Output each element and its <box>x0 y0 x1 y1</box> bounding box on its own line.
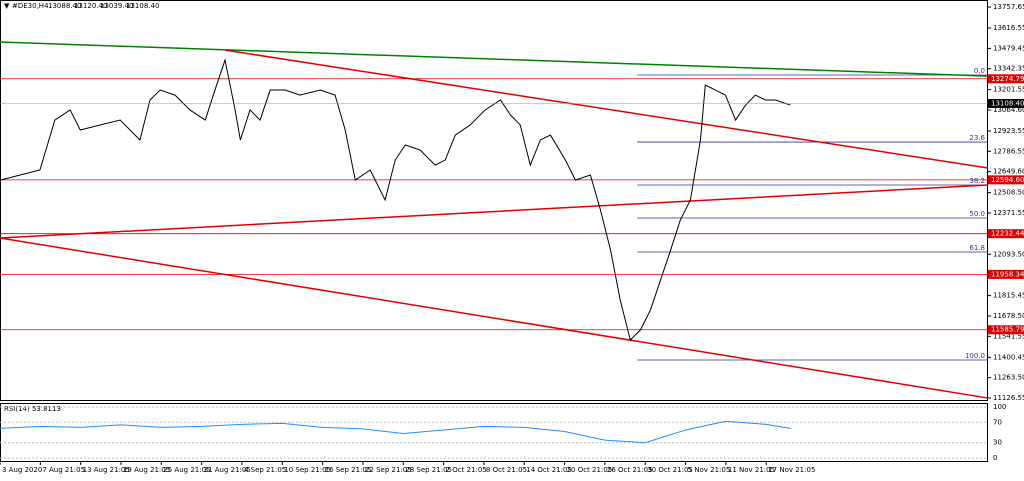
x-tick-label: 13 Aug 21:05 <box>83 466 130 474</box>
level-tag <box>988 74 1024 84</box>
rsi-tick-label: 30 <box>993 439 1002 447</box>
level-tag <box>988 175 1024 185</box>
quote-value: 13039.40 <box>100 2 133 10</box>
level-tag <box>988 325 1024 335</box>
y-tick-label: 13342.35 <box>993 65 1024 73</box>
rsi-tick-label: 100 <box>993 403 1006 411</box>
y-tick-label: 12371.55 <box>993 209 1024 217</box>
rsi-tick-label: 0 <box>993 454 997 462</box>
rsi-line <box>0 420 791 444</box>
title-arrow: ▼ <box>4 2 10 10</box>
quote-value: 13108.40 <box>126 2 159 10</box>
rsi-tick-label: 70 <box>993 418 1002 426</box>
y-tick-label: 11541.55 <box>993 332 1024 340</box>
y-tick-label: 11815.45 <box>993 292 1024 300</box>
fib-label: 38.2 <box>969 177 985 185</box>
x-tick-label: 28 Sep 21:05 <box>405 466 452 474</box>
quote-value: 13088.40 <box>48 2 81 10</box>
x-tick-label: 16 Sep 21:05 <box>325 466 372 474</box>
x-tick-label: 5 Nov 21:05 <box>688 466 731 474</box>
x-tick-label: 10 Sep 21:05 <box>284 466 331 474</box>
x-tick-label: 17 Nov 21:05 <box>768 466 815 474</box>
fib-label: 23.6 <box>969 134 985 142</box>
price-line <box>0 58 791 341</box>
fib-label: 50.0 <box>969 210 985 218</box>
y-tick-label: 13757.65 <box>993 3 1024 11</box>
trendline <box>0 184 989 239</box>
current-price-tag <box>988 99 1024 109</box>
y-tick-label: 13479.45 <box>993 44 1024 52</box>
y-tick-label: 13064.60 <box>993 106 1024 114</box>
level-label: 12594.60 <box>991 176 1024 184</box>
y-tick-label: 11400.45 <box>993 353 1024 361</box>
y-tick-label: 12093.50 <box>993 250 1024 258</box>
x-tick-label: 19 Aug 21:05 <box>123 466 170 474</box>
x-tick-label: 8 Oct 21:05 <box>486 466 527 474</box>
y-tick-label: 11126.55 <box>993 394 1024 402</box>
rsi-panel <box>0 403 988 462</box>
y-tick-label: 11263.50 <box>993 374 1024 382</box>
fib-label: 100.0 <box>965 352 985 360</box>
x-tick-label: 11 Nov 21:05 <box>728 466 775 474</box>
level-tag <box>988 229 1024 239</box>
fib-label: 0.0 <box>974 67 985 75</box>
quote-value: 13120.40 <box>74 2 107 10</box>
x-tick-label: 7 Aug 21:05 <box>42 466 85 474</box>
y-tick-label: 13616.55 <box>993 24 1024 32</box>
x-tick-label: 4 Sep 21:05 <box>244 466 286 474</box>
level-label: 12232.44 <box>991 230 1024 238</box>
x-tick-label: 3 Aug 2020 <box>2 466 42 474</box>
y-tick-label: 12649.60 <box>993 168 1024 176</box>
chart-title: #DE30,H4 <box>12 2 49 10</box>
x-tick-label: 30 Oct 21:05 <box>647 466 693 474</box>
trendline <box>0 41 989 77</box>
y-tick-label: 12508.50 <box>993 189 1024 197</box>
level-tag <box>988 269 1024 279</box>
trendline <box>224 49 989 169</box>
y-tick-label: 13201.55 <box>993 86 1024 94</box>
level-label: 13274.79 <box>991 75 1024 83</box>
main-panel <box>0 0 988 401</box>
trendline <box>0 237 989 399</box>
rsi-title: RSI(14) 53.8113 <box>4 405 61 413</box>
x-tick-label: 31 Aug 21:05 <box>204 466 251 474</box>
x-tick-label: 2 Oct 21:05 <box>446 466 487 474</box>
level-label: 11585.79 <box>991 326 1024 334</box>
x-tick-label: 20 Oct 21:05 <box>567 466 613 474</box>
current-price-label: 13108.40 <box>991 100 1024 108</box>
y-tick-label: 12923.55 <box>993 127 1024 135</box>
y-tick-label: 11678.50 <box>993 312 1024 320</box>
fib-label: 61.8 <box>969 244 985 252</box>
y-tick-label: 12786.55 <box>993 147 1024 155</box>
level-label: 11958.34 <box>991 270 1024 278</box>
x-tick-label: 26 Oct 21:05 <box>607 466 653 474</box>
x-tick-label: 25 Aug 21:05 <box>163 466 210 474</box>
x-tick-label: 14 Oct 21:05 <box>526 466 572 474</box>
x-tick-label: 22 Sep 21:05 <box>365 466 412 474</box>
